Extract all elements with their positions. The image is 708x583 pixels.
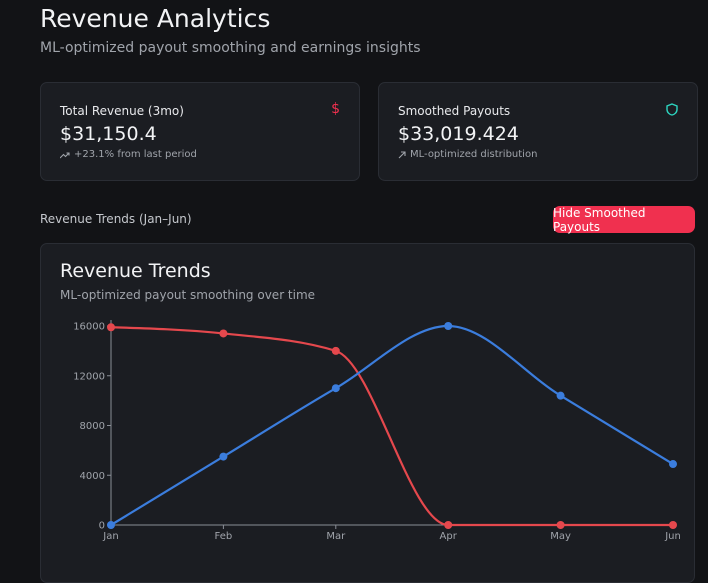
chart: 0 4000 8000 12000 16000 Jan Feb Mar Apr May Jun: [73, 320, 681, 542]
page-subtitle: ML-optimized payout smoothing and earnin…: [40, 40, 421, 56]
x-tick-label: Feb: [215, 531, 233, 542]
data-point: [331, 346, 340, 355]
trend-icon: [60, 151, 70, 158]
x-tick-label: Jun: [664, 531, 681, 542]
x-tick-label: Jan: [102, 531, 118, 542]
data-point: [444, 322, 453, 330]
card-icon: $: [331, 101, 340, 117]
y-tick-label: 12000: [73, 371, 105, 382]
data-point: [107, 323, 115, 332]
card-value: $31,150.4: [60, 123, 157, 145]
chart-subtitle: ML-optimized payout smoothing over time: [60, 288, 316, 302]
card-note: +23.1% from last period: [60, 149, 197, 160]
chart-card: Revenue Trends ML-optimized payout smoot…: [40, 243, 695, 583]
data-point: [107, 521, 115, 529]
x-tick-label: Mar: [326, 531, 346, 542]
card-note: ML-optimized distribution: [398, 149, 537, 160]
arrow-icon: [398, 150, 406, 158]
toggle-button[interactable]: Hide Smoothed Payouts: [553, 206, 695, 234]
card-value: $33,019.424: [398, 123, 519, 145]
data-point: [556, 521, 565, 529]
revenue-card: Total Revenue (3mo) $ $31,150.4 +23.1% f…: [40, 82, 360, 181]
y-tick-label: 0: [99, 521, 105, 532]
y-tick-label: 16000: [73, 322, 105, 333]
x-tick-label: May: [550, 531, 571, 542]
data-point: [219, 329, 228, 338]
data-point: [669, 521, 677, 529]
data-point: [219, 452, 228, 461]
card-label: Smoothed Payouts: [398, 104, 511, 118]
x-tick-label: Apr: [440, 531, 458, 542]
y-tick-label: 4000: [80, 471, 105, 482]
data-point: [556, 391, 565, 400]
section-label: Revenue Trends (Jan–Jun): [40, 212, 192, 226]
data-point: [444, 521, 453, 529]
y-tick-label: 8000: [80, 421, 105, 432]
data-point: [669, 460, 677, 469]
shield-icon: [666, 103, 678, 116]
payouts-card: Smoothed Payouts $33,019.424 ML-optimize…: [378, 82, 698, 181]
chart-title: Revenue Trends: [60, 260, 211, 282]
data-point: [331, 384, 340, 393]
series-line: [110, 326, 673, 527]
series-line: [110, 324, 674, 526]
card-label: Total Revenue (3mo): [60, 104, 184, 118]
card-note-text: ML-optimized distribution: [410, 149, 538, 160]
page-title: Revenue Analytics: [40, 4, 271, 33]
card-note-text: +23.1% from last period: [74, 149, 197, 160]
